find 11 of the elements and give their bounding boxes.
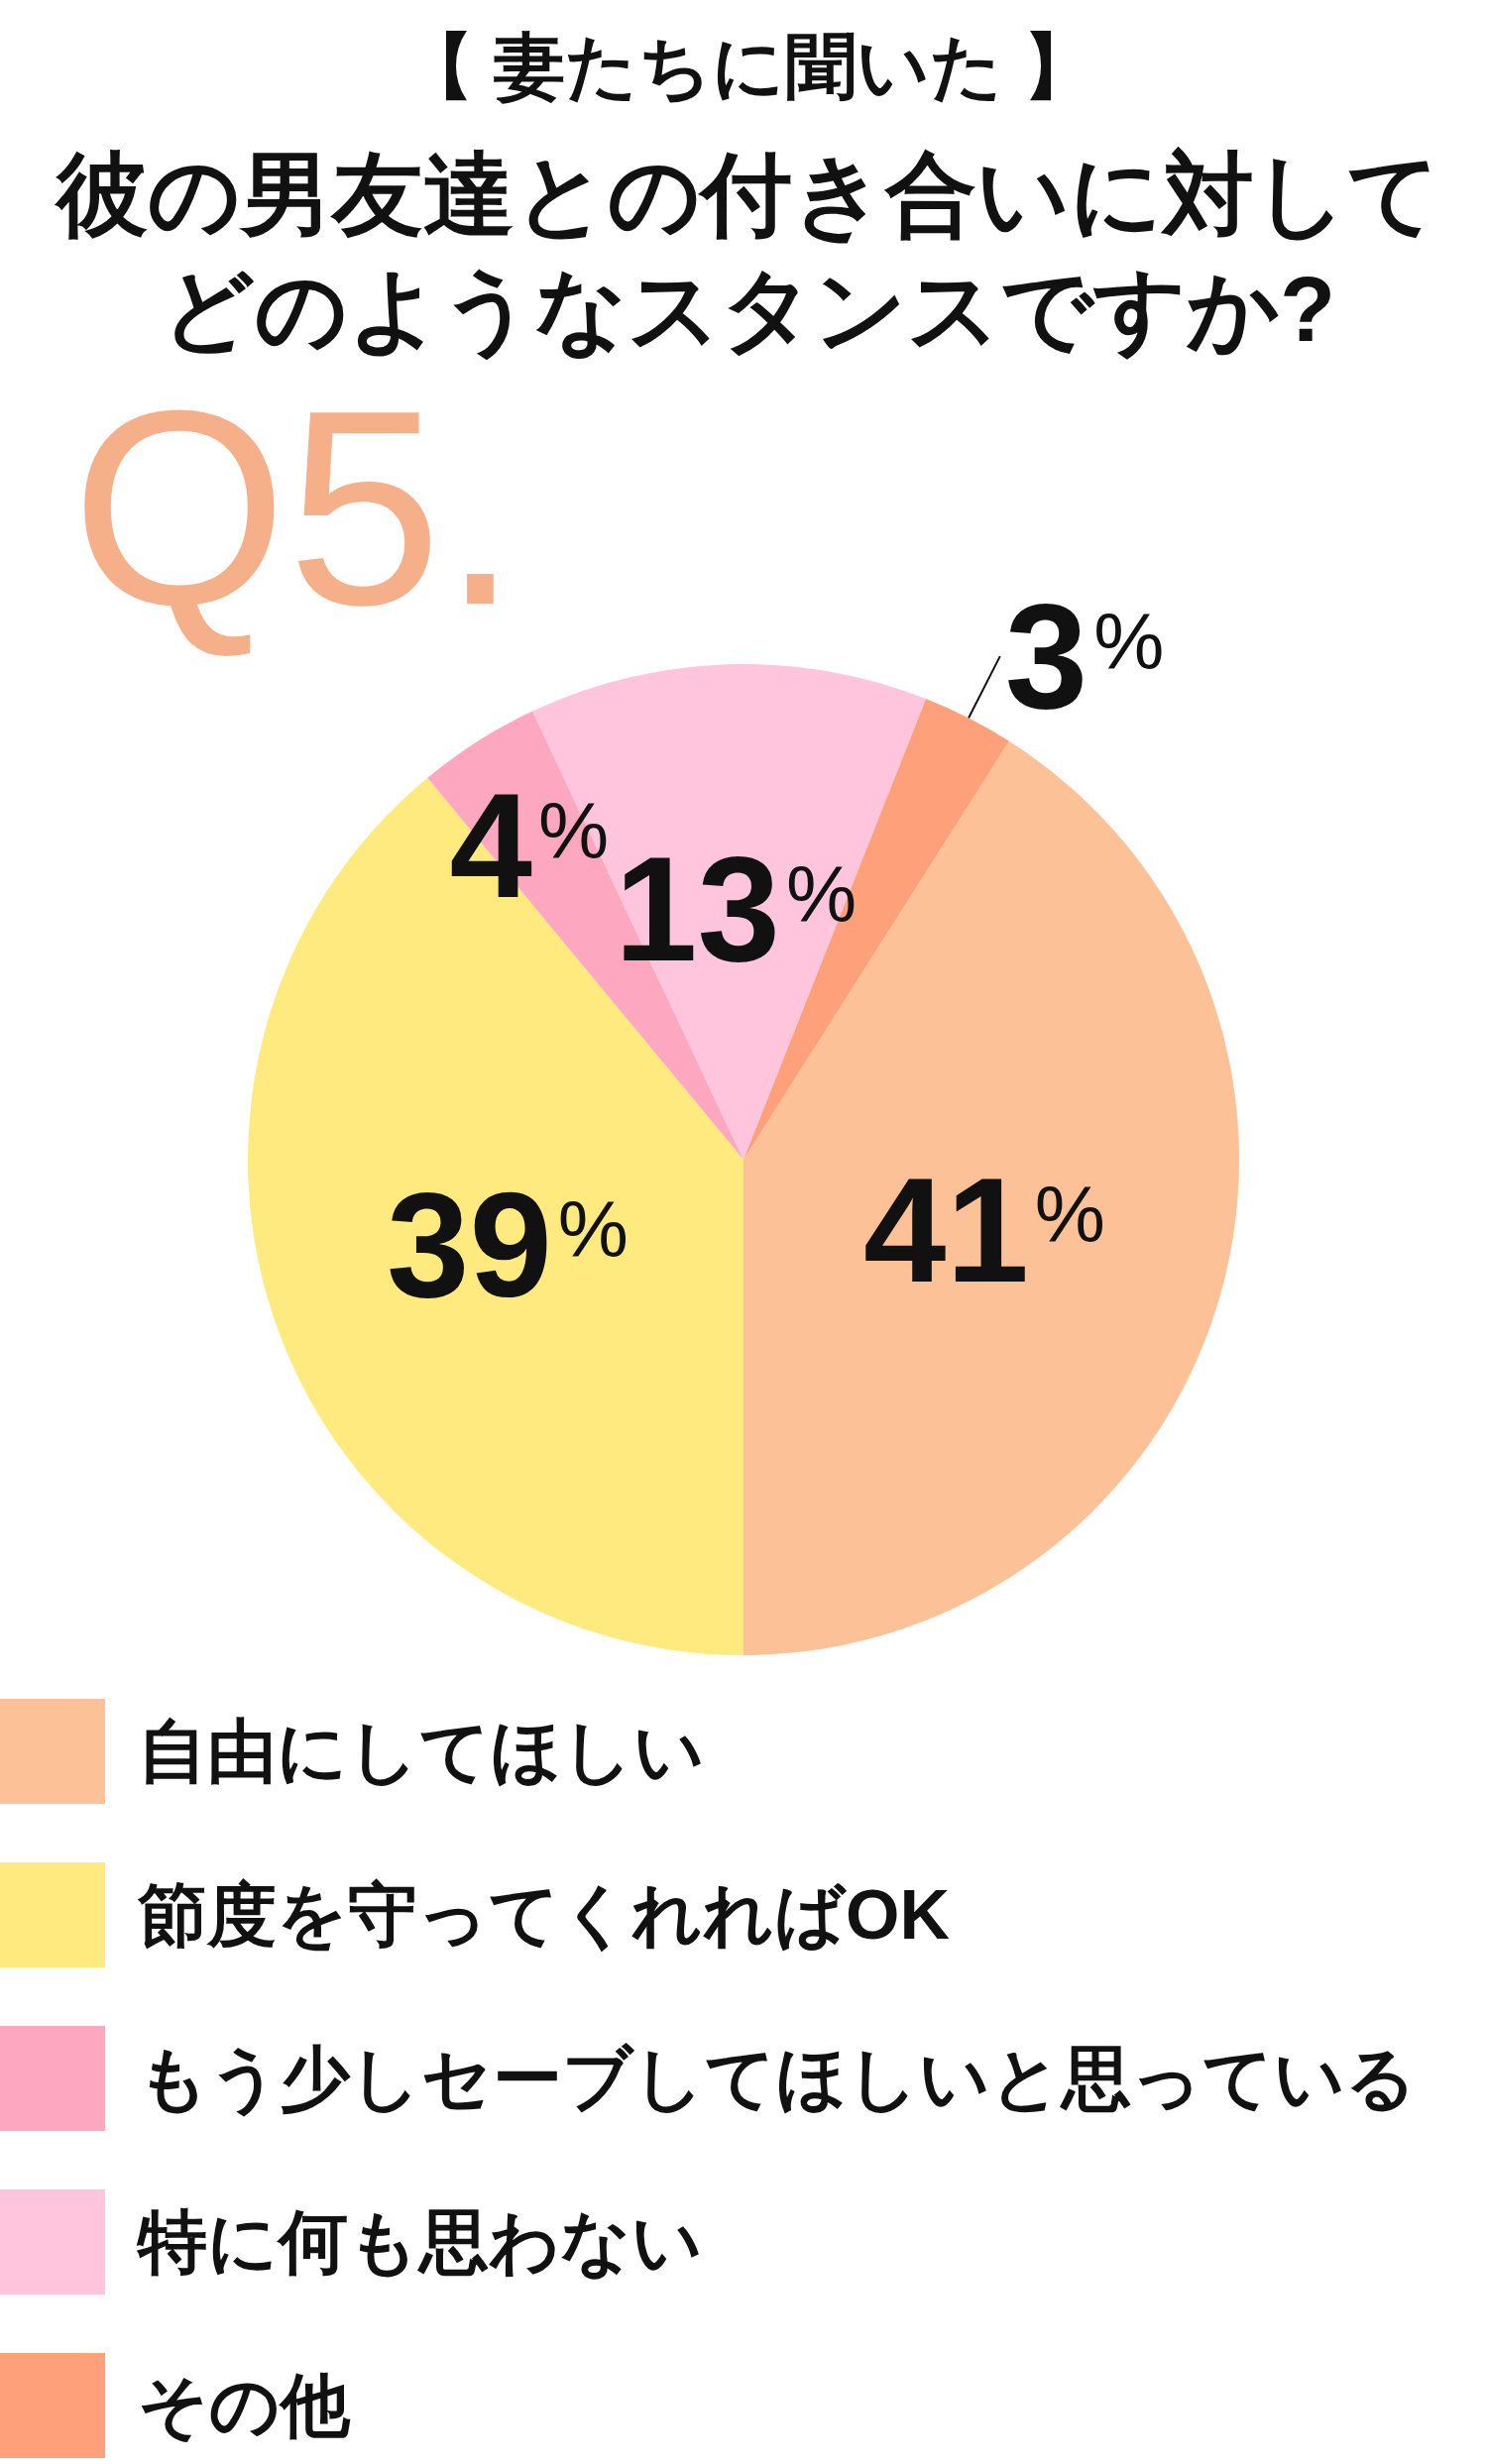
data-label: 13% <box>615 826 858 993</box>
data-label: 4% <box>449 762 610 930</box>
data-label: 41% <box>862 1146 1105 1313</box>
legend-label: 特に何も思わない <box>136 2203 703 2281</box>
chart-subtitle: 【 妻たちに聞いた 】 <box>401 27 1095 106</box>
legend-label: その他 <box>138 2367 351 2444</box>
data-label: 3% <box>1004 573 1165 740</box>
legend-label: もう少しセーブしてほしいと思っている <box>138 2040 1417 2117</box>
legend-label: 自由にしてほしい <box>138 1713 705 1790</box>
data-label: 39% <box>386 1161 629 1328</box>
legend-label: 節度を守ってくれればOK <box>137 1876 950 1954</box>
